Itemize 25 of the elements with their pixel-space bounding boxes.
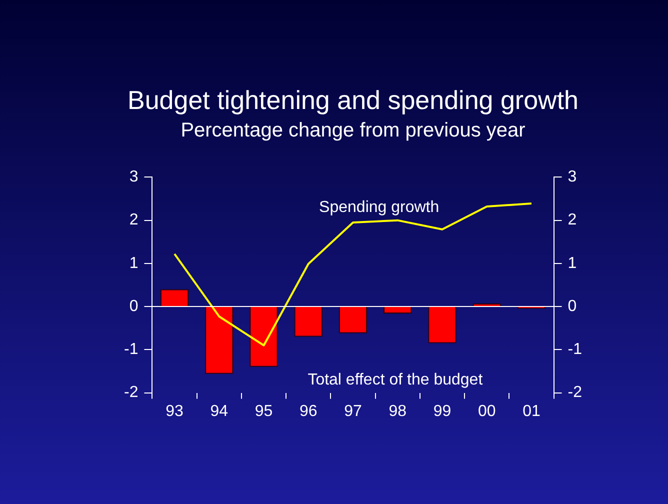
- chart-title: Budget tightening and spending growth: [127, 84, 579, 115]
- y-tick-label: 3: [129, 168, 138, 186]
- x-tick-label: 96: [299, 402, 318, 420]
- series-label: Spending growth: [319, 198, 440, 216]
- y2-tick-label: -2: [568, 384, 582, 402]
- y2-tick-label: 2: [568, 212, 577, 229]
- y2-tick-label: 0: [568, 298, 577, 315]
- y-tick-label: 0: [129, 298, 138, 315]
- y-tick-label: 1: [129, 254, 138, 272]
- x-tick-label: 94: [210, 402, 228, 420]
- y2-tick-label: 3: [568, 168, 577, 186]
- chart-subtitle: Percentage change from previous year: [180, 120, 526, 142]
- x-tick-label: 93: [166, 402, 184, 420]
- x-tick-label: 01: [522, 402, 540, 420]
- y-tick-label: 2: [129, 212, 138, 229]
- y-tick-label: -1: [124, 341, 138, 358]
- x-tick-label: 97: [344, 402, 362, 420]
- y2-tick-label: -1: [568, 341, 582, 358]
- y2-tick-label: 1: [568, 254, 577, 272]
- y-tick-label: -2: [124, 384, 138, 402]
- x-tick-label: 00: [478, 402, 496, 420]
- x-tick-label: 98: [388, 402, 407, 420]
- x-tick-label: 99: [433, 402, 452, 420]
- x-tick-label: 95: [254, 402, 273, 420]
- series-label: Total effect of the budget: [308, 371, 484, 388]
